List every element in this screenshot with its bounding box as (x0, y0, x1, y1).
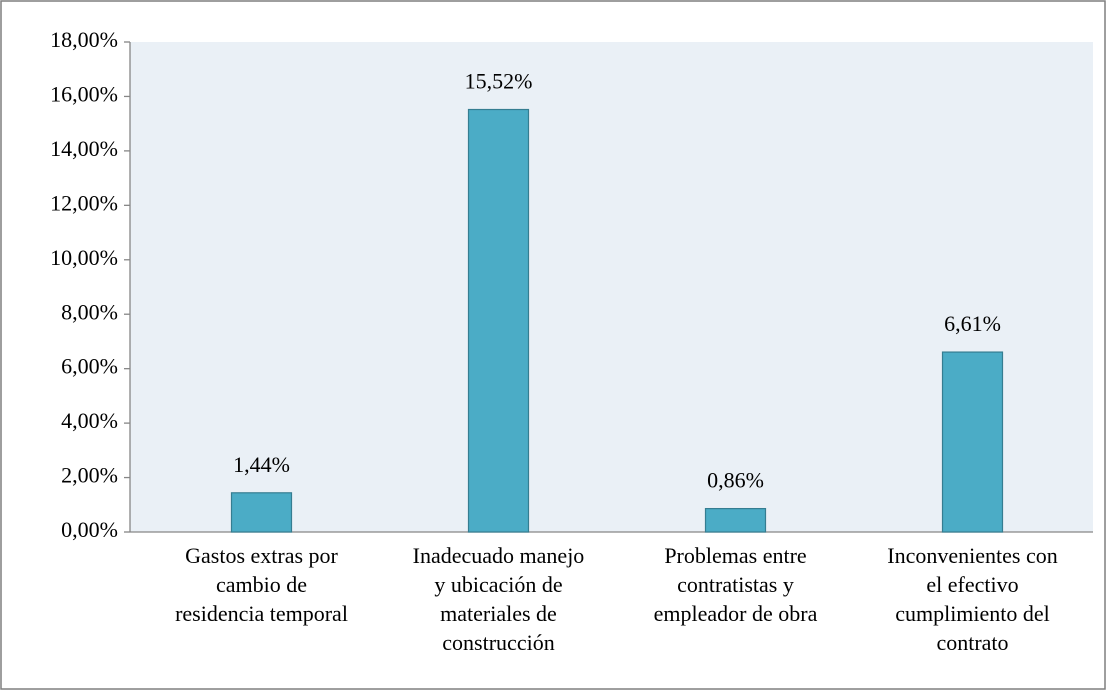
y-tick-label: 10,00% (50, 245, 118, 270)
bar (467, 108, 530, 533)
x-tick-label: Problemas entre contratistas y empleador… (653, 543, 818, 626)
bar (704, 507, 767, 533)
value-label: 0,86% (707, 468, 764, 493)
x-tick-label: Inadecuado manejo y ubicación de materia… (412, 543, 585, 655)
x-tick-label: Gastos extras por cambio de residencia t… (175, 543, 348, 626)
plot-area (130, 42, 1093, 532)
y-tick-label: 6,00% (61, 354, 118, 379)
y-tick-label: 12,00% (50, 190, 118, 215)
bar (230, 492, 293, 533)
y-tick-label: 2,00% (61, 463, 118, 488)
y-tick-label: 16,00% (50, 81, 118, 106)
bar (941, 351, 1004, 533)
y-tick-label: 0,00% (61, 517, 118, 542)
value-label: 6,61% (944, 311, 1001, 336)
y-tick-label: 18,00% (50, 27, 118, 52)
x-tick-label: Inconvenientes con el efectivo cumplimie… (887, 543, 1058, 655)
y-tick-label: 4,00% (61, 408, 118, 433)
value-label: 1,44% (233, 452, 290, 477)
y-tick-label: 14,00% (50, 136, 118, 161)
y-tick-label: 8,00% (61, 299, 118, 324)
value-label: 15,52% (465, 69, 533, 94)
